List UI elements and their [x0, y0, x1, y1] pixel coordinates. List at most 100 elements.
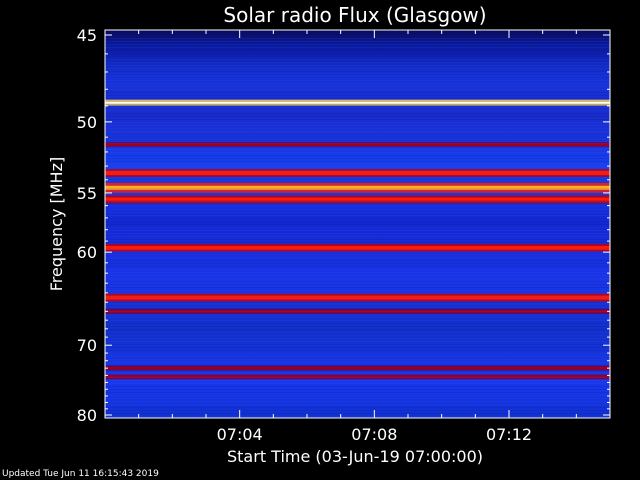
texture-stripe: [105, 128, 610, 129]
band-66: [105, 309, 610, 313]
texture-stripe: [105, 149, 610, 150]
texture-stripe: [105, 137, 610, 138]
texture-stripe: [105, 86, 610, 87]
y-tick-label-55: 55: [77, 184, 97, 203]
texture-stripe: [105, 275, 610, 276]
texture-stripe: [105, 131, 610, 132]
texture-stripe: [105, 284, 610, 285]
x-tick-label-0: 07:04: [217, 425, 263, 444]
texture-stripe: [105, 65, 610, 66]
texture-stripe: [105, 404, 610, 405]
texture-stripe: [105, 359, 610, 360]
texture-stripe: [105, 245, 610, 246]
texture-stripe: [105, 32, 610, 33]
band-53.5: [105, 170, 610, 175]
texture-stripe: [105, 224, 610, 225]
chart-title: Solar radio Flux (Glasgow): [223, 3, 486, 27]
texture-stripe: [105, 296, 610, 297]
texture-stripe: [105, 155, 610, 156]
texture-stripe: [105, 215, 610, 216]
texture-stripe: [105, 98, 610, 99]
updated-timestamp: Updated Tue Jun 11 16:15:43 2019: [2, 469, 159, 479]
texture-stripe: [105, 389, 610, 390]
texture-stripe: [105, 206, 610, 207]
texture-stripe: [105, 254, 610, 255]
texture-stripe: [105, 290, 610, 291]
texture-stripe: [105, 125, 610, 126]
texture-stripe: [105, 272, 610, 273]
texture-stripe: [105, 161, 610, 162]
texture-stripe: [105, 347, 610, 348]
x-tick-label-1: 07:08: [351, 425, 397, 444]
texture-stripe: [105, 311, 610, 312]
texture-stripe: [105, 257, 610, 258]
texture-stripe: [105, 371, 610, 372]
texture-stripe: [105, 230, 610, 231]
texture-stripe: [105, 401, 610, 402]
texture-stripe: [105, 395, 610, 396]
texture-stripe: [105, 335, 610, 336]
texture-stripe: [105, 59, 610, 60]
texture-stripe: [105, 56, 610, 57]
texture-stripe: [105, 356, 610, 357]
texture-stripe: [105, 350, 610, 351]
texture-stripe: [105, 392, 610, 393]
texture-stripe: [105, 236, 610, 237]
texture-stripe: [105, 179, 610, 180]
texture-stripe: [105, 47, 610, 48]
band-59.6: [105, 245, 610, 250]
texture-stripe: [105, 326, 610, 327]
texture-stripe: [105, 80, 610, 81]
y-tick-label-50: 50: [77, 113, 97, 132]
texture-stripe: [105, 410, 610, 411]
texture-stripe: [105, 173, 610, 174]
texture-stripe: [105, 368, 610, 369]
texture-stripe: [105, 278, 610, 279]
texture-stripe: [105, 71, 610, 72]
texture-stripe: [105, 38, 610, 39]
texture-stripe: [105, 260, 610, 261]
texture-stripe: [105, 62, 610, 63]
texture-stripe: [105, 407, 610, 408]
spectrogram-background: [105, 30, 610, 418]
texture-stripe: [105, 89, 610, 90]
texture-stripe: [105, 338, 610, 339]
texture-stripe: [105, 209, 610, 210]
texture-stripe: [105, 377, 610, 378]
texture-stripe: [105, 323, 610, 324]
texture-stripe: [105, 227, 610, 228]
texture-stripe: [105, 320, 610, 321]
y-tick-label-45: 45: [77, 26, 97, 45]
texture-stripe: [105, 194, 610, 195]
texture-stripe: [105, 95, 610, 96]
texture-stripe: [105, 113, 610, 114]
y-axis: 45 50 55 60 70 80: [77, 26, 610, 425]
texture-stripe: [105, 269, 610, 270]
texture-stripe: [105, 317, 610, 318]
texture-stripe: [105, 146, 610, 147]
texture-stripe: [105, 74, 610, 75]
texture-stripe: [105, 101, 610, 102]
texture-stripe: [105, 242, 610, 243]
band-74.2: [105, 375, 610, 379]
texture-stripe: [105, 305, 610, 306]
texture-stripe: [105, 92, 610, 93]
texture-stripe: [105, 302, 610, 303]
texture-stripe: [105, 413, 610, 414]
texture-stripe: [105, 170, 610, 171]
texture-stripe: [105, 233, 610, 234]
x-axis: 07:04 07:08 07:12: [138, 30, 577, 444]
texture-stripe: [105, 53, 610, 54]
emission-bands: [105, 99, 610, 380]
texture-stripe: [105, 353, 610, 354]
texture-stripe: [105, 293, 610, 294]
texture-stripe: [105, 191, 610, 192]
texture-stripe: [105, 299, 610, 300]
texture-stripe: [105, 341, 610, 342]
texture-stripe: [105, 185, 610, 186]
texture-stripe: [105, 104, 610, 105]
texture-stripe: [105, 176, 610, 177]
texture-stripe: [105, 248, 610, 249]
texture-stripe: [105, 122, 610, 123]
texture-stripe: [105, 416, 610, 417]
